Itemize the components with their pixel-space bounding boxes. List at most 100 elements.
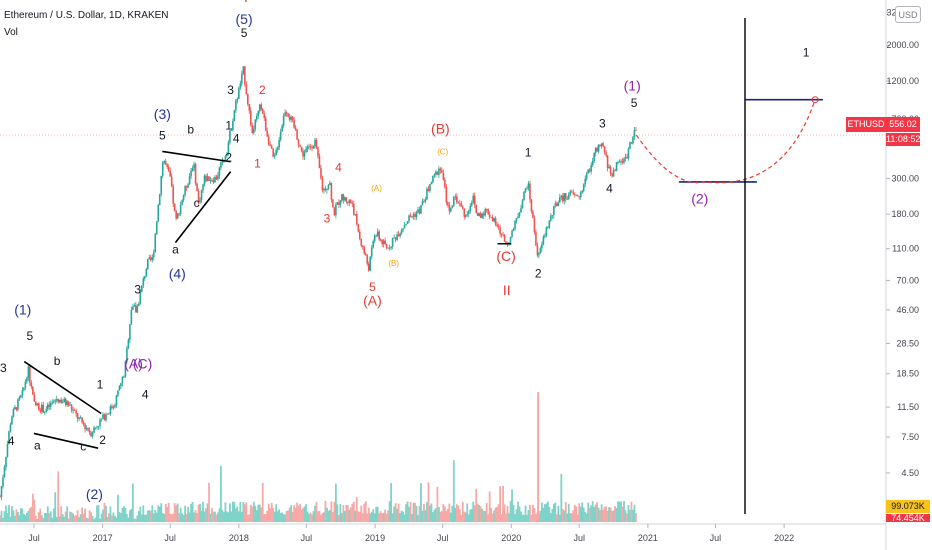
candle-body	[114, 405, 116, 408]
candle-body	[502, 234, 504, 236]
candle-body	[569, 191, 572, 195]
candle-body	[353, 203, 355, 215]
y-tick-label: 11.50	[897, 402, 919, 412]
wave-label: 3	[134, 283, 141, 297]
candle-body	[447, 202, 449, 205]
wave-label: (A)	[371, 184, 382, 193]
volume-bar	[630, 501, 633, 522]
candle-body	[620, 160, 622, 162]
candle-body	[617, 162, 619, 163]
candle-body	[548, 220, 551, 228]
volume-bar	[267, 503, 270, 522]
volume-bar	[27, 510, 30, 522]
wave-label: 4	[335, 161, 342, 175]
volume-bar	[223, 511, 225, 522]
volume-bar	[340, 512, 343, 522]
candle-body	[497, 226, 500, 228]
volume-bar	[114, 515, 116, 522]
volume-bar	[276, 511, 279, 522]
wave-label: (C)	[133, 355, 152, 371]
volume-bar	[19, 508, 22, 522]
wave-label: 1	[803, 46, 810, 60]
volume-bar	[118, 512, 121, 522]
currency-button[interactable]: USD	[895, 6, 921, 23]
candle-body	[291, 116, 294, 120]
candle-body	[252, 128, 255, 133]
wave-label: 3	[0, 361, 7, 375]
volume-bar	[334, 483, 337, 522]
volume-bar	[170, 514, 173, 522]
volume-bar	[602, 509, 605, 522]
candle-body	[23, 387, 25, 391]
volume-bar	[202, 502, 204, 522]
volume-bar	[361, 513, 364, 522]
wave-label: 1	[254, 157, 261, 171]
candle-body	[158, 194, 161, 206]
candle-body	[421, 201, 424, 206]
volume-bar	[125, 514, 128, 522]
volume-bar	[5, 505, 7, 522]
volume-bar	[400, 510, 403, 522]
volume-bar	[591, 501, 594, 522]
candle-body	[444, 179, 446, 188]
volume-bar	[633, 504, 636, 522]
candle-body	[547, 227, 549, 229]
candle-body	[85, 428, 88, 430]
volume-bar	[564, 502, 567, 522]
candle-body	[526, 188, 528, 190]
volume-bar	[532, 504, 534, 522]
volume-bar	[308, 513, 310, 522]
volume-bar	[291, 511, 294, 522]
candle-body	[233, 110, 236, 121]
candle-body	[430, 182, 433, 185]
wave-label: 2	[99, 433, 106, 447]
volume-bar	[290, 505, 293, 522]
volume-bar	[506, 506, 509, 522]
candle-body	[350, 200, 352, 204]
candle-body	[20, 395, 22, 398]
volume-bar	[557, 505, 560, 522]
candle-body	[557, 202, 560, 206]
candle-body	[481, 213, 483, 218]
candle-body	[344, 197, 346, 201]
wave-label: c	[80, 439, 86, 453]
candle-body	[187, 184, 189, 188]
wave-label: 1	[225, 119, 232, 133]
volume-bar	[190, 503, 192, 522]
wave-label: (C)	[437, 148, 448, 157]
volume-bar	[375, 507, 378, 522]
candle-body	[476, 212, 479, 216]
volume-bar	[140, 514, 143, 522]
volume-bar	[339, 504, 342, 522]
candle-body	[347, 201, 349, 203]
candle-body	[503, 234, 506, 242]
candle-body	[518, 212, 521, 217]
volume-bar	[373, 513, 376, 522]
volume-bar	[15, 509, 18, 522]
candle-body	[248, 104, 251, 111]
volume-bar	[451, 505, 454, 522]
candle-body	[370, 247, 373, 257]
volume-bar	[423, 504, 425, 522]
volume-bar	[51, 517, 54, 522]
volume-bar	[9, 516, 12, 522]
volume-bar	[76, 510, 79, 522]
candle-body	[57, 399, 60, 402]
volume-bar	[420, 483, 422, 522]
volume-bar	[24, 515, 27, 522]
volume-bar	[173, 503, 176, 522]
candle-body	[212, 180, 215, 183]
candle-body	[164, 161, 167, 165]
candle-body	[26, 377, 28, 382]
candle-body	[206, 176, 209, 182]
candle-body	[193, 163, 195, 168]
candle-body	[338, 202, 340, 205]
volume-bar	[514, 514, 516, 522]
candle-body	[257, 111, 260, 116]
candle-body	[630, 142, 633, 144]
volume-bar	[130, 508, 133, 522]
candle-body	[188, 176, 191, 185]
wedge-upper-line	[23, 360, 102, 415]
candle-body	[488, 214, 491, 217]
